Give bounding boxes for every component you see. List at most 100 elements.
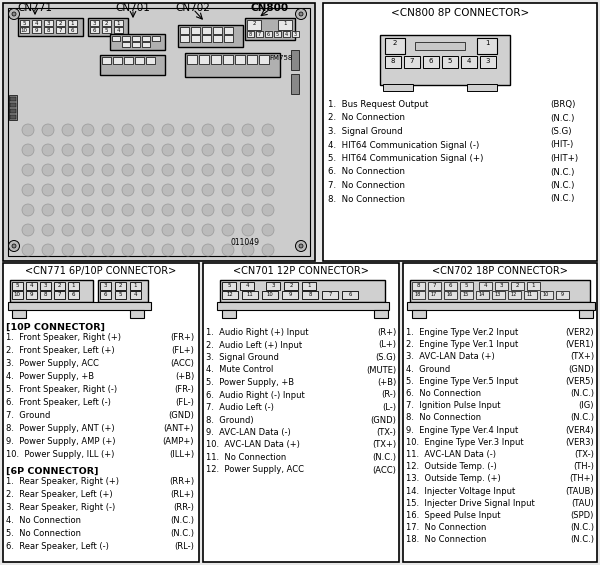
Bar — [423, 56, 439, 68]
Circle shape — [82, 244, 94, 256]
Bar — [114, 27, 123, 33]
Text: 12.  Power Supply, ACC: 12. Power Supply, ACC — [206, 466, 304, 475]
Text: 5.  Engine Type Ver.5 Input: 5. Engine Type Ver.5 Input — [406, 377, 518, 386]
Bar — [259, 55, 269, 64]
Bar — [202, 27, 211, 34]
Text: (RR-): (RR-) — [173, 503, 194, 512]
Bar — [114, 20, 123, 26]
Bar — [40, 291, 51, 299]
Bar — [10, 103, 16, 107]
Circle shape — [62, 164, 74, 176]
Circle shape — [142, 244, 154, 256]
Text: 1.  Engine Type Ver.2 Input: 1. Engine Type Ver.2 Input — [406, 328, 518, 337]
Bar — [10, 280, 93, 302]
Text: 6: 6 — [448, 283, 452, 288]
Text: 2.  Front Speaker, Left (+): 2. Front Speaker, Left (+) — [6, 346, 115, 355]
Circle shape — [222, 124, 234, 136]
Bar — [322, 291, 338, 299]
Bar — [26, 291, 37, 299]
Text: 6.  No Connection: 6. No Connection — [328, 167, 405, 176]
Circle shape — [262, 144, 274, 156]
Text: CN701: CN701 — [116, 3, 151, 13]
Bar — [265, 31, 272, 37]
Bar — [283, 31, 290, 37]
Circle shape — [222, 164, 234, 176]
Text: (VER2): (VER2) — [565, 328, 594, 337]
Bar — [479, 282, 492, 290]
Text: (TX-): (TX-) — [574, 450, 594, 459]
Bar — [460, 282, 473, 290]
Circle shape — [12, 244, 16, 248]
Bar — [213, 35, 222, 42]
Circle shape — [102, 184, 114, 196]
Bar — [242, 291, 258, 299]
Text: (AMP+): (AMP+) — [163, 437, 194, 446]
Text: 011049: 011049 — [230, 238, 260, 247]
Bar — [323, 3, 597, 261]
Bar — [428, 291, 441, 299]
Circle shape — [242, 224, 254, 236]
Bar — [26, 282, 37, 290]
Circle shape — [182, 144, 194, 156]
Text: 2: 2 — [58, 21, 62, 26]
Bar — [142, 36, 150, 41]
Text: 1: 1 — [71, 283, 75, 288]
Bar — [68, 27, 77, 33]
Text: (ANT+): (ANT+) — [163, 424, 194, 433]
Circle shape — [142, 204, 154, 216]
Bar — [10, 97, 16, 101]
Text: [10P CONNECTOR]: [10P CONNECTOR] — [6, 323, 105, 332]
Text: (N.C.): (N.C.) — [550, 114, 574, 123]
Circle shape — [82, 124, 94, 136]
Bar — [3, 263, 199, 562]
Circle shape — [22, 144, 34, 156]
Bar — [222, 282, 236, 290]
Circle shape — [202, 124, 214, 136]
Circle shape — [162, 164, 174, 176]
Text: 13: 13 — [495, 292, 501, 297]
Text: (N.C.): (N.C.) — [570, 523, 594, 532]
Text: 7: 7 — [58, 28, 62, 33]
Text: 6.  Audio Right (-) Input: 6. Audio Right (-) Input — [206, 390, 305, 399]
Bar — [247, 55, 257, 64]
Bar — [222, 310, 236, 318]
Bar — [240, 282, 254, 290]
Text: 14: 14 — [479, 292, 485, 297]
Circle shape — [242, 164, 254, 176]
Bar — [132, 36, 140, 41]
Text: (TAUB): (TAUB) — [565, 486, 594, 496]
Text: 17: 17 — [431, 292, 437, 297]
Bar — [385, 56, 401, 68]
Bar — [44, 27, 53, 33]
Text: (N.C.): (N.C.) — [550, 181, 574, 190]
Text: 12: 12 — [227, 292, 233, 297]
Text: (HIT+): (HIT+) — [550, 154, 578, 163]
Text: 10.  Power Supply, ILL (+): 10. Power Supply, ILL (+) — [6, 450, 115, 459]
Bar — [266, 282, 280, 290]
Text: <CN701 12P CONNECTOR>: <CN701 12P CONNECTOR> — [233, 266, 369, 276]
Bar — [460, 291, 473, 299]
Bar — [274, 31, 281, 37]
Bar — [410, 280, 590, 302]
Text: (N.C.): (N.C.) — [170, 529, 194, 538]
Bar — [178, 25, 243, 47]
Text: 8.  No Connection: 8. No Connection — [406, 414, 481, 423]
Text: (N.C.): (N.C.) — [550, 194, 574, 203]
Circle shape — [182, 124, 194, 136]
Circle shape — [62, 204, 74, 216]
Text: (TH+): (TH+) — [569, 475, 594, 484]
Text: 1: 1 — [70, 21, 74, 26]
Text: 4: 4 — [284, 32, 287, 37]
Circle shape — [22, 184, 34, 196]
Text: 7.  No Connection: 7. No Connection — [328, 181, 405, 190]
Text: (TX+): (TX+) — [372, 441, 396, 450]
Text: 12.  Outside Temp. (-): 12. Outside Temp. (-) — [406, 462, 497, 471]
Text: 4: 4 — [483, 283, 487, 288]
Circle shape — [102, 244, 114, 256]
Bar — [10, 109, 16, 113]
Bar — [385, 38, 405, 54]
Text: (S.G): (S.G) — [550, 127, 571, 136]
Bar — [224, 35, 233, 42]
Text: 3.  Signal Ground: 3. Signal Ground — [206, 353, 279, 362]
Bar — [130, 282, 141, 290]
